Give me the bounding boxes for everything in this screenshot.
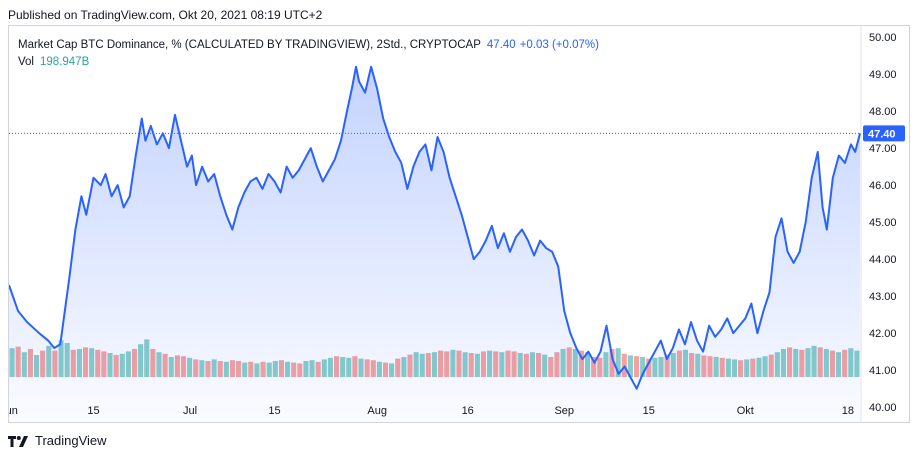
x-tick-label: Jun (9, 405, 18, 417)
y-tick-label: 44.00 (869, 254, 897, 266)
symbol-title: Market Cap BTC Dominance, % (CALCULATED … (18, 39, 481, 51)
x-tick-label: 15 (87, 405, 99, 417)
volume-bar (633, 356, 640, 377)
chart-frame (8, 25, 910, 423)
footer-brand[interactable]: TradingView (8, 433, 107, 448)
volume-bar (615, 348, 621, 377)
tradingview-logo-icon (8, 435, 28, 447)
y-tick-label: 43.00 (869, 291, 897, 303)
y-tick-label: 49.00 (869, 69, 897, 81)
volume-bar (640, 357, 646, 377)
x-tick-label: 18 (842, 405, 854, 417)
chart-canvas[interactable]: 50.00 49.00 48.00 47.00 46.00 45.00 44.00 43.00… (9, 26, 909, 422)
y-tick-label: 46.00 (869, 180, 897, 192)
volume-bar (627, 355, 633, 377)
x-tick-label: 16 (462, 405, 474, 417)
published-note: Published on TradingView.com, Okt 20, 20… (8, 8, 323, 22)
price-area (9, 66, 860, 422)
brand-name: TradingView (35, 433, 107, 448)
y-tick-label: 41.00 (869, 365, 897, 377)
y-tick-label: 45.00 (869, 217, 897, 229)
y-tick-label: 50.00 (869, 32, 897, 44)
x-tick-label: Jul (183, 405, 197, 417)
volume-label: Vol (18, 56, 34, 68)
price-change: +0.03 (+0.07%) (519, 39, 599, 51)
y-tick-label: 42.00 (869, 328, 897, 340)
x-tick-label: Aug (367, 405, 387, 417)
x-tick-label: 15 (643, 405, 655, 417)
x-tick-label: 15 (268, 405, 280, 417)
last-price-tag (863, 125, 905, 142)
price-line (9, 65, 861, 390)
y-tick-label: 40.00 (869, 402, 897, 414)
y-tick-label: 48.00 (869, 106, 897, 118)
x-tick-label: Okt (737, 405, 754, 417)
last-price-tag-label: 47.40 (868, 128, 896, 140)
volume-bar (621, 353, 627, 377)
y-tick-label: 47.00 (869, 143, 897, 155)
chart-legend: Market Cap BTC Dominance, % (CALCULATED … (18, 37, 599, 71)
last-price: 47.40 (486, 39, 516, 51)
volume-value: 198.947B (40, 56, 90, 68)
x-tick-label: Sep (554, 405, 574, 417)
